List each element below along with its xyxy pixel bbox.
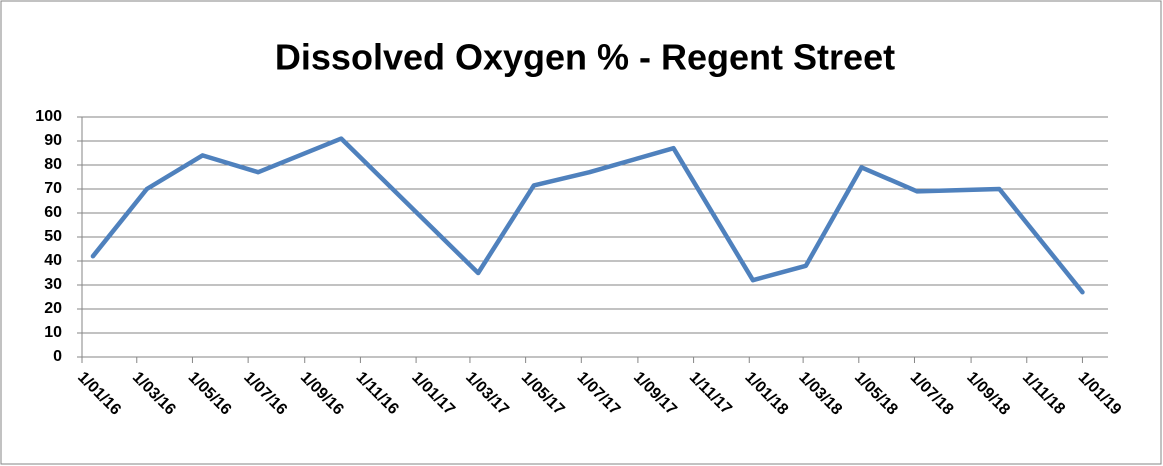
y-tick-label: 60 [44,204,62,221]
y-tick-label: 10 [44,324,62,341]
data-line [90,136,1085,295]
y-tick-label: 40 [44,252,62,269]
y-tick-label: 30 [44,276,62,293]
y-tick-label: 70 [44,180,62,197]
y-tick-label: 90 [44,132,62,149]
y-tick-label: 0 [53,348,62,365]
y-tick-label: 50 [44,228,62,245]
y-tick-label: 20 [44,300,62,317]
y-tick-label: 80 [44,156,62,173]
chart-title: Dissolved Oxygen % - Regent Street [275,37,895,78]
y-tick-label: 100 [35,108,62,125]
